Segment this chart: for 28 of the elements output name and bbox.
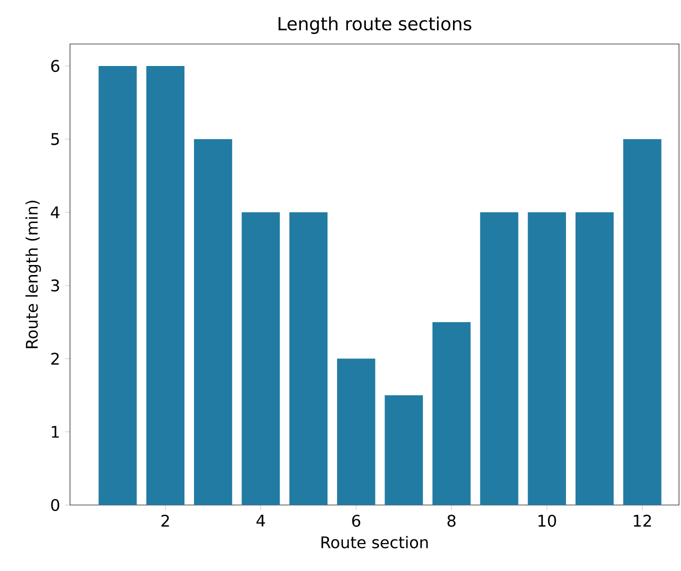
y-tick-label: 4 [50,206,60,218]
bar [194,139,232,505]
y-tick-label: 0 [51,498,60,512]
y-tick-label: 3 [51,279,59,292]
x-tick-label: 12 [634,514,651,527]
bar [337,358,376,505]
y-axis-title: Route length (min) [25,200,41,348]
y-tick-label: 5 [51,133,59,146]
chart-title: Length route sections [278,16,472,34]
bar [432,322,471,505]
x-tick-label: 8 [448,514,456,527]
y-tick-label: 2 [51,352,59,365]
bar [384,395,423,505]
y-tick-label: 6 [51,60,60,72]
bar [623,139,662,505]
bar [480,212,518,505]
bar [528,212,566,505]
bar [576,212,614,505]
x-axis-title: Route section [321,536,428,548]
x-tick-label: 10 [538,514,556,527]
x-tick-label: 2 [161,514,169,527]
x-tick-label: 4 [256,514,265,526]
bar [289,212,328,505]
bar [98,66,137,505]
bar [146,66,184,505]
y-tick-label: 1 [52,426,59,438]
x-tick-label: 6 [352,514,360,527]
bar [242,212,280,505]
